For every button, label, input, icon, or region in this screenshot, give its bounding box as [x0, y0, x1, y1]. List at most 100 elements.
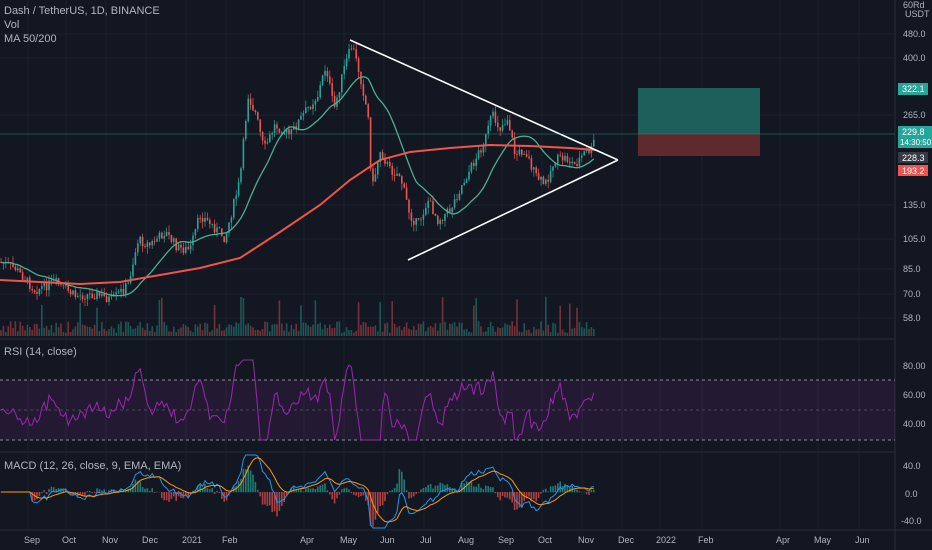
- candle-body: [276, 124, 278, 129]
- volume-bar: [297, 330, 300, 336]
- candle-body: [201, 218, 204, 222]
- volume-bar: [29, 327, 31, 336]
- candle-countdown: 14:30:50: [900, 138, 932, 147]
- volume-bar: [393, 323, 396, 336]
- candle-body: [259, 119, 261, 132]
- macd-axis[interactable]: 40.0 0.0 -40.0: [901, 461, 922, 526]
- volume-bar: [264, 321, 266, 336]
- ma-legend[interactable]: MA 50/200: [4, 33, 57, 45]
- volume-bar: [593, 328, 595, 336]
- candle-body: [103, 293, 105, 297]
- macd-hist-bar: [336, 492, 338, 499]
- candle-body: [141, 236, 144, 247]
- macd-hist-bar: [530, 492, 533, 502]
- volume-bar: [33, 323, 36, 336]
- rsi-title[interactable]: RSI (14, close): [4, 346, 77, 358]
- volume-bar: [96, 307, 98, 336]
- current-price-badge: [898, 126, 932, 148]
- candle-body: [425, 207, 427, 215]
- candle-body: [127, 282, 129, 284]
- macd-hist-bar: [350, 492, 353, 494]
- macd-hist-bar: [379, 492, 381, 506]
- candle-body: [300, 115, 302, 120]
- candle-body: [350, 48, 353, 50]
- macd-hist-bar: [103, 489, 105, 493]
- candle-body: [473, 163, 475, 166]
- volume-bar: [228, 324, 230, 336]
- volume-bar: [235, 322, 237, 336]
- candle-body: [492, 111, 494, 117]
- time-axis[interactable]: Sep Oct Nov Dec 2021 Feb Apr May Jun Jul…: [24, 535, 870, 545]
- price-axis[interactable]: 60Rd USDT 480.0 400.0 322.1 265.0 229.8 …: [898, 0, 932, 323]
- macd-hist-bar: [360, 492, 362, 497]
- volume-bar: [317, 323, 319, 336]
- macd-hist-bar: [492, 487, 494, 493]
- volume-bar: [21, 325, 24, 336]
- candle-body: [74, 290, 77, 297]
- candle-body: [144, 246, 146, 247]
- volume-legend[interactable]: Vol: [4, 19, 20, 31]
- volume-bar: [549, 332, 552, 336]
- macd-hist-bar: [427, 484, 429, 493]
- macd-hist-bar: [43, 489, 45, 493]
- candle-body: [237, 182, 240, 196]
- candle-body: [549, 170, 552, 182]
- candle-body: [81, 295, 84, 300]
- volume-bar: [329, 324, 331, 336]
- candle-body: [252, 104, 254, 111]
- volume-bar: [74, 326, 77, 336]
- symbol-title[interactable]: Dash / TetherUS, 1D, BINANCE: [4, 5, 160, 17]
- candle-body: [245, 120, 247, 139]
- macd-hist-bar: [254, 481, 257, 493]
- candle-body: [377, 162, 379, 175]
- volume-bar: [384, 323, 386, 336]
- macd-hist-bar: [283, 492, 285, 502]
- macd-hist-bar: [84, 492, 86, 496]
- volume-bar: [77, 322, 79, 336]
- macd-hist-bar: [489, 487, 492, 493]
- candle-body: [384, 158, 386, 164]
- macd-hist-bar: [300, 489, 302, 493]
- candle-body: [228, 222, 230, 233]
- macd-hist-bar: [307, 487, 309, 493]
- volume-bar: [561, 329, 564, 336]
- volume-bar: [516, 299, 518, 336]
- macd-hist-bar: [252, 474, 254, 493]
- candle-body: [295, 126, 297, 130]
- macd-hist-bar: [276, 492, 278, 517]
- volume-bar: [578, 321, 581, 336]
- candle-body: [197, 217, 199, 229]
- candle-body: [389, 162, 391, 166]
- candle-body: [331, 83, 333, 96]
- take-profit-zone[interactable]: [638, 88, 760, 134]
- volume-bar: [444, 322, 446, 336]
- candle-body: [487, 125, 489, 134]
- volume-bar: [410, 329, 413, 336]
- volume-bar: [211, 330, 213, 336]
- stop-loss-zone[interactable]: [638, 134, 760, 156]
- candle-body: [269, 134, 271, 143]
- rsi-axis[interactable]: 80.00 60.00 40.00: [903, 361, 926, 429]
- volume-bar: [372, 326, 374, 336]
- candle-body: [189, 245, 192, 250]
- volume-bar: [377, 331, 379, 336]
- volume-bar: [576, 307, 578, 336]
- volume-bar: [50, 325, 53, 336]
- candle-body: [523, 154, 525, 155]
- volume-bar: [89, 326, 91, 336]
- price-tick: 58.0: [903, 313, 921, 323]
- macd-hist-bar: [273, 492, 276, 512]
- candle-body: [537, 173, 540, 180]
- macd-hist-bar: [146, 488, 149, 493]
- macd-title[interactable]: MACD (12, 26, close, 9, EMA, EMA): [4, 460, 182, 472]
- volume-bar: [252, 327, 254, 336]
- candle-body: [415, 218, 417, 225]
- volume-bar: [242, 298, 245, 336]
- volume-bar: [122, 331, 125, 336]
- rsi-tick: 40.00: [903, 419, 926, 429]
- candle-body: [120, 288, 122, 292]
- candle-body: [168, 232, 170, 235]
- macd-hist-bar: [473, 486, 475, 493]
- volume-bar: [285, 323, 288, 336]
